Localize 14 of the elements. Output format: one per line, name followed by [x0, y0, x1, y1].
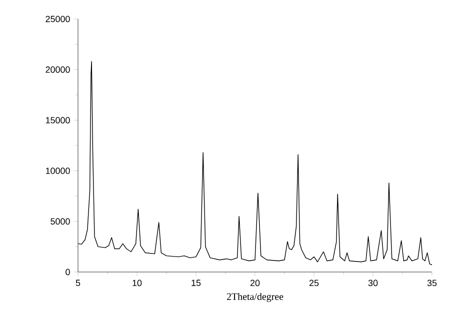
x-tick-label: 5	[76, 280, 80, 286]
x-tick-label: 20	[250, 280, 260, 286]
x-tick-label: 15	[192, 280, 201, 286]
y-tick-label: 15000	[46, 117, 70, 124]
y-tick-label: 10000	[46, 168, 70, 174]
y-tick-label: 25000	[46, 16, 70, 22]
y-tick-label: 5000	[50, 218, 70, 225]
x-tick-label: 30	[368, 280, 378, 286]
x-tick-label: 25	[309, 280, 319, 286]
y-tick-label: 20000	[46, 66, 70, 73]
x-tick-label: 35	[427, 280, 437, 286]
x-axis-title: 2Theta/degree	[226, 292, 284, 302]
x-tick-label: 10	[132, 280, 142, 286]
y-tick-label: 0	[66, 268, 70, 276]
